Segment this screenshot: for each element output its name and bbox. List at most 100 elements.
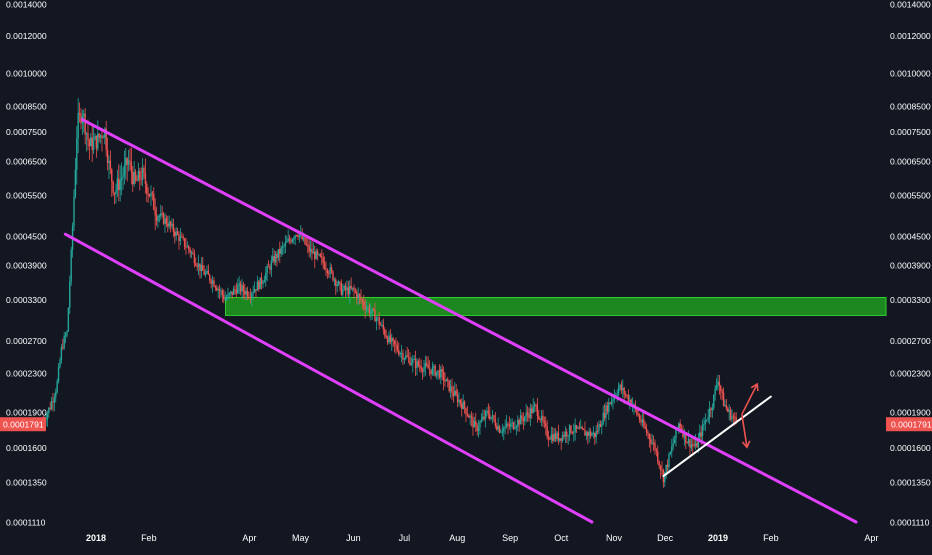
y-tick-label-left: 0.0001350 bbox=[6, 477, 47, 487]
candle bbox=[448, 380, 450, 393]
candle bbox=[237, 278, 239, 295]
candle bbox=[382, 318, 385, 335]
candle bbox=[336, 281, 338, 293]
x-tick-label: Jul bbox=[399, 533, 411, 543]
candle bbox=[546, 420, 548, 440]
candle bbox=[113, 192, 116, 205]
candle bbox=[88, 138, 91, 160]
candle bbox=[692, 438, 694, 455]
candle bbox=[561, 431, 564, 443]
candle bbox=[99, 134, 102, 144]
candle bbox=[465, 407, 467, 423]
candle bbox=[715, 378, 718, 391]
candle bbox=[280, 245, 282, 258]
candle bbox=[427, 356, 429, 369]
candle bbox=[384, 327, 386, 339]
candle bbox=[711, 403, 714, 418]
last-price-badge-right: 0.0001791 bbox=[886, 417, 932, 432]
candle bbox=[181, 232, 183, 238]
y-tick-label-left: 0.0008500 bbox=[6, 101, 47, 111]
candle bbox=[73, 189, 75, 231]
candle bbox=[106, 137, 109, 171]
candle bbox=[403, 357, 406, 365]
candle bbox=[419, 357, 421, 373]
candle bbox=[669, 451, 672, 456]
candle bbox=[281, 241, 284, 256]
candle bbox=[707, 409, 709, 423]
candle bbox=[444, 372, 446, 387]
candle bbox=[162, 211, 165, 226]
candle bbox=[400, 344, 403, 363]
candle bbox=[402, 349, 404, 365]
candle bbox=[441, 364, 443, 380]
candle bbox=[622, 379, 624, 398]
candle bbox=[619, 383, 621, 392]
candle bbox=[211, 275, 214, 293]
candle bbox=[127, 149, 130, 172]
candle bbox=[218, 284, 221, 300]
candle bbox=[326, 268, 329, 279]
candle bbox=[477, 419, 480, 438]
candle bbox=[347, 280, 350, 297]
candle bbox=[455, 384, 457, 397]
candle bbox=[554, 428, 557, 442]
candle bbox=[186, 241, 189, 248]
candle bbox=[519, 409, 522, 425]
candle bbox=[154, 198, 156, 231]
x-tick-label: Jun bbox=[346, 533, 361, 543]
candle bbox=[62, 338, 64, 351]
x-tick-label: 2018 bbox=[86, 533, 106, 543]
candle bbox=[328, 270, 330, 278]
candle bbox=[547, 430, 550, 447]
x-tick-label: Feb bbox=[141, 533, 157, 543]
candle bbox=[391, 333, 393, 352]
candle bbox=[612, 397, 614, 410]
candle bbox=[119, 165, 121, 202]
candle bbox=[66, 330, 68, 338]
candle bbox=[566, 428, 568, 443]
x-tick-label: Nov bbox=[606, 533, 623, 543]
candle bbox=[134, 168, 137, 184]
candle bbox=[536, 397, 539, 423]
y-tick-label-right: 0.0001900 bbox=[890, 408, 931, 418]
candle bbox=[564, 426, 567, 443]
candle bbox=[139, 167, 141, 191]
candle bbox=[701, 419, 704, 441]
y-tick-label-right: 0.0014000 bbox=[890, 0, 931, 10]
candle bbox=[245, 287, 247, 301]
candle bbox=[563, 431, 565, 440]
y-tick-label-left: 0.0001600 bbox=[6, 443, 47, 453]
candle bbox=[116, 169, 119, 197]
candle bbox=[97, 120, 99, 152]
candle bbox=[258, 279, 260, 292]
candle bbox=[221, 288, 224, 303]
resistance-zone bbox=[225, 296, 887, 316]
candle bbox=[671, 438, 673, 458]
candle bbox=[346, 280, 348, 297]
candle bbox=[581, 425, 583, 431]
candle bbox=[101, 130, 103, 152]
candle bbox=[410, 357, 413, 366]
candle bbox=[694, 433, 697, 450]
candle bbox=[437, 370, 439, 380]
candle bbox=[120, 162, 123, 196]
candle bbox=[591, 431, 593, 437]
candle bbox=[372, 307, 375, 312]
candle bbox=[85, 131, 88, 152]
candle bbox=[552, 427, 554, 444]
candle bbox=[228, 292, 231, 299]
candle bbox=[339, 281, 341, 291]
candle bbox=[526, 406, 529, 422]
y-tick-label-left: 0.0002300 bbox=[6, 369, 47, 379]
candle bbox=[661, 461, 663, 476]
candle bbox=[727, 406, 729, 413]
candle bbox=[238, 276, 240, 295]
candle bbox=[652, 435, 655, 451]
channel-upper-line bbox=[80, 118, 858, 524]
candle bbox=[248, 291, 250, 300]
candle bbox=[176, 227, 179, 236]
candle bbox=[160, 204, 162, 220]
candle bbox=[350, 277, 352, 291]
